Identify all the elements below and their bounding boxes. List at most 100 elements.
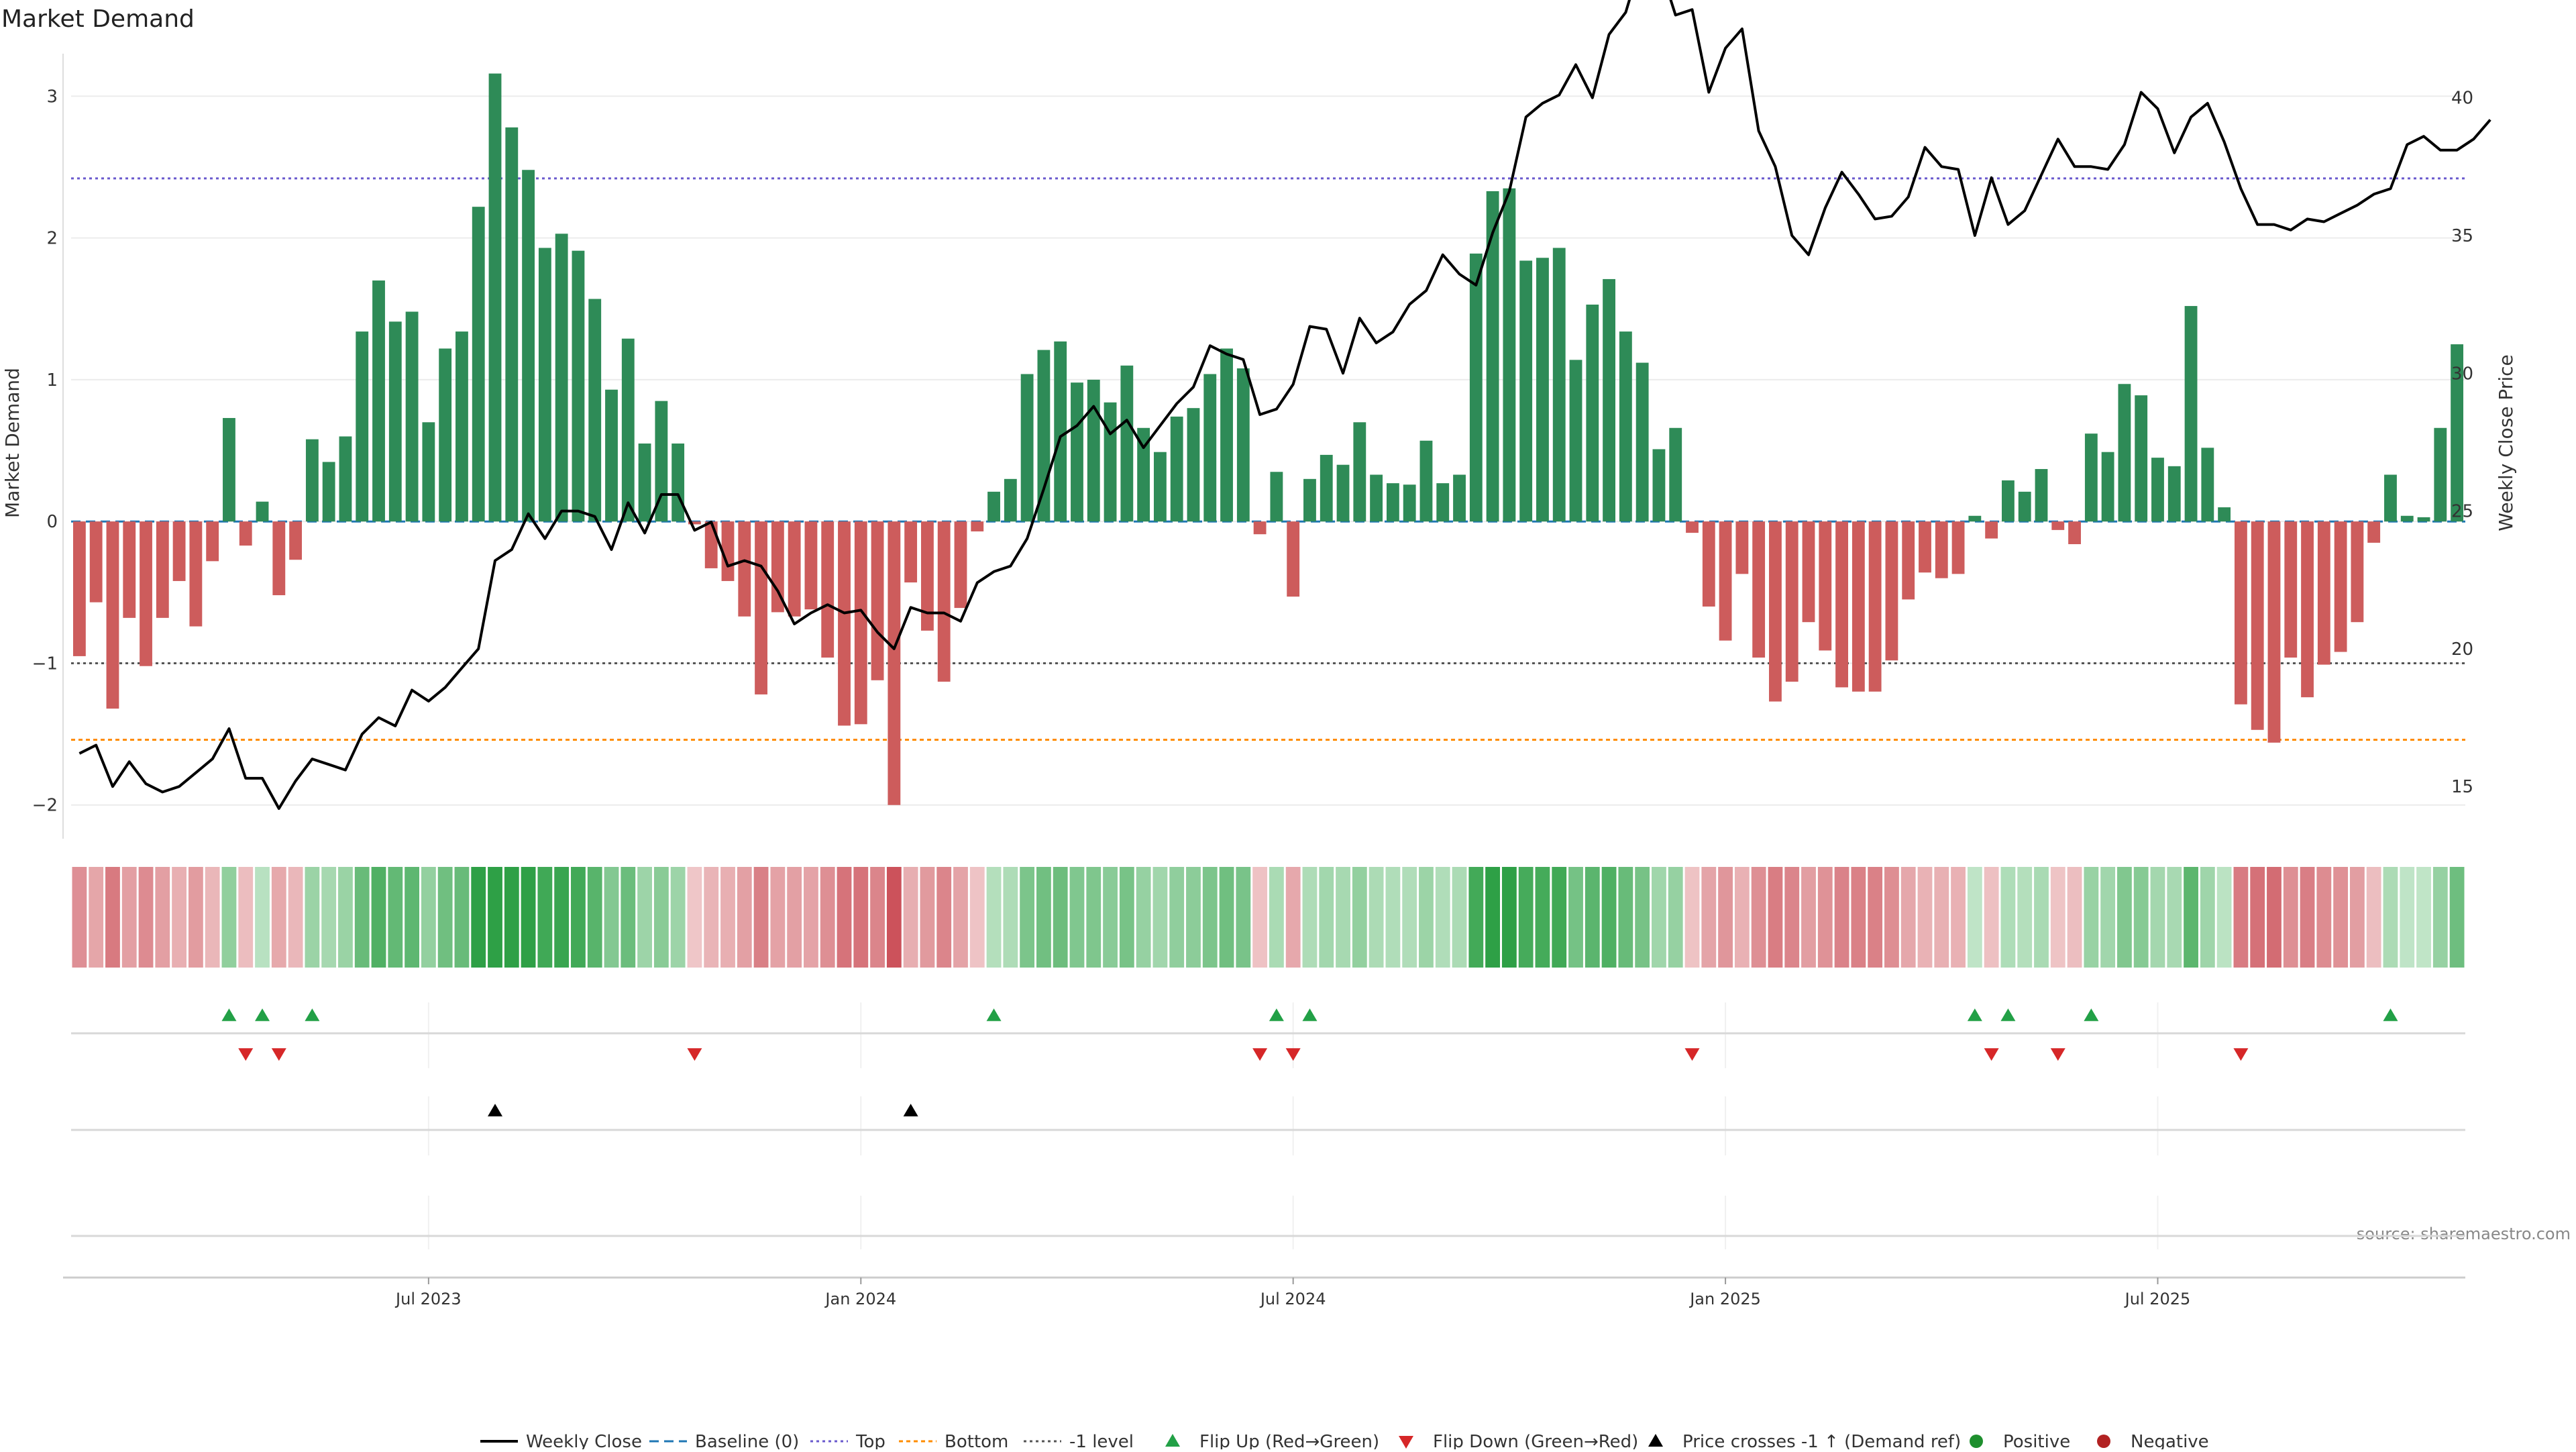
demand-bar bbox=[1220, 348, 1233, 522]
demand-bar bbox=[2451, 344, 2464, 522]
heat-cell bbox=[1020, 867, 1035, 968]
heat-cell bbox=[2117, 867, 2132, 968]
right-tick-label: 15 bbox=[2451, 777, 2473, 797]
demand-bar bbox=[356, 331, 369, 522]
right-tick-label: 25 bbox=[2451, 502, 2473, 522]
left-tick-label: 0 bbox=[46, 512, 58, 532]
demand-bar bbox=[1187, 408, 1200, 522]
demand-bar bbox=[1087, 379, 1100, 522]
demand-bar bbox=[2201, 448, 2214, 522]
demand-bar bbox=[2234, 521, 2247, 705]
heat-cell bbox=[1684, 867, 1700, 968]
price-line-group bbox=[78, 0, 2491, 810]
demand-bar bbox=[1253, 521, 1267, 535]
demand-bar bbox=[572, 250, 585, 522]
demand-bar bbox=[1735, 521, 1749, 574]
legend-label: Negative bbox=[2131, 1432, 2209, 1449]
demand-bar bbox=[2384, 474, 2397, 522]
heat-cell bbox=[903, 867, 918, 968]
left-tick-label: −1 bbox=[32, 654, 58, 674]
heat-cell bbox=[920, 867, 935, 968]
demand-bar bbox=[206, 521, 219, 562]
heat-cell bbox=[105, 867, 120, 968]
heat-cell bbox=[687, 867, 702, 968]
demand-bar bbox=[189, 521, 203, 627]
heat-cell bbox=[388, 867, 403, 968]
heat-cell bbox=[255, 867, 270, 968]
legend-label: Flip Down (Green→Red) bbox=[1433, 1432, 1638, 1449]
demand-bar bbox=[1652, 449, 1666, 522]
heat-cell bbox=[2400, 867, 2415, 968]
heat-cell bbox=[1635, 867, 1650, 968]
heat-cell bbox=[1202, 867, 1218, 968]
heat-cell bbox=[2233, 867, 2249, 968]
axes: 3 2 1 0 −1 −2 40 35 30 25 20 15 bbox=[32, 54, 2473, 839]
right-axis-label: Weekly Close Price bbox=[2495, 354, 2517, 531]
demand-bar bbox=[655, 401, 668, 522]
demand-bar bbox=[1370, 474, 1383, 522]
heat-cell bbox=[1984, 867, 1999, 968]
demand-bar bbox=[2035, 469, 2048, 522]
demand-bar bbox=[2267, 521, 2281, 743]
demand-bar bbox=[904, 521, 918, 583]
heat-cell bbox=[421, 867, 436, 968]
heat-cell bbox=[155, 867, 170, 968]
legend-label: Weekly Close bbox=[526, 1432, 642, 1449]
demand-bar bbox=[2101, 452, 2114, 522]
demand-bar bbox=[256, 501, 269, 522]
demand-bar bbox=[688, 521, 701, 525]
legend-label: Price crosses -1 ↑ (Demand ref) bbox=[1682, 1432, 1961, 1449]
heat-cell bbox=[1951, 867, 1966, 968]
heat-cell bbox=[1003, 867, 1018, 968]
heat-cell bbox=[1501, 867, 1517, 968]
heat-cell bbox=[737, 867, 752, 968]
demand-bar bbox=[1802, 521, 1815, 623]
legend-label: Positive bbox=[2003, 1432, 2070, 1449]
flip-up-marker bbox=[2383, 1008, 2398, 1021]
heat-cell bbox=[554, 867, 570, 968]
demand-bar bbox=[1835, 521, 1848, 688]
heat-cell bbox=[2349, 867, 2365, 968]
heat-cell bbox=[321, 867, 337, 968]
heat-cell bbox=[753, 867, 769, 968]
heat-cell bbox=[1285, 867, 1301, 968]
demand-bar bbox=[123, 521, 136, 618]
source-note: source: sharemaestro.com bbox=[2357, 1225, 2571, 1243]
demand-bar bbox=[1669, 427, 1682, 522]
right-tick-label: 40 bbox=[2451, 89, 2473, 109]
heat-cell bbox=[1036, 867, 1051, 968]
heat-cell bbox=[1435, 867, 1450, 968]
heat-cell bbox=[571, 867, 586, 968]
heat-cell bbox=[936, 867, 952, 968]
demand-bar bbox=[1236, 368, 1250, 522]
demand-bar bbox=[1586, 304, 1599, 522]
flip-down-marker bbox=[687, 1048, 702, 1061]
demand-bar bbox=[1635, 362, 1649, 522]
heat-cell bbox=[1269, 867, 1284, 968]
heat-cell bbox=[1452, 867, 1467, 968]
demand-bar bbox=[1170, 416, 1183, 522]
flip-up-marker bbox=[1302, 1008, 1318, 1021]
heat-cell bbox=[1119, 867, 1134, 968]
chart-title: Market Demand bbox=[1, 5, 195, 33]
heat-cell bbox=[1618, 867, 1633, 968]
demand-bar bbox=[1353, 422, 1366, 522]
demand-bar bbox=[472, 207, 485, 522]
demand-bar bbox=[1519, 260, 1533, 522]
demand-bar bbox=[854, 521, 867, 725]
demand-bar bbox=[838, 521, 851, 726]
heat-cell bbox=[437, 867, 453, 968]
heat-cell bbox=[770, 867, 786, 968]
demand-bar bbox=[937, 521, 951, 682]
demand-bar bbox=[1868, 521, 1882, 692]
demand-bar bbox=[788, 521, 801, 617]
demand-bar bbox=[422, 422, 435, 522]
demand-bar bbox=[2251, 521, 2264, 730]
heat-cell bbox=[621, 867, 636, 968]
demand-bar bbox=[1303, 478, 1316, 522]
demand-bar bbox=[2301, 521, 2314, 698]
demand-bar bbox=[2417, 517, 2430, 522]
heat-cell bbox=[2416, 867, 2431, 968]
heat-cell bbox=[121, 867, 137, 968]
flip-down-marker bbox=[1285, 1048, 1301, 1061]
